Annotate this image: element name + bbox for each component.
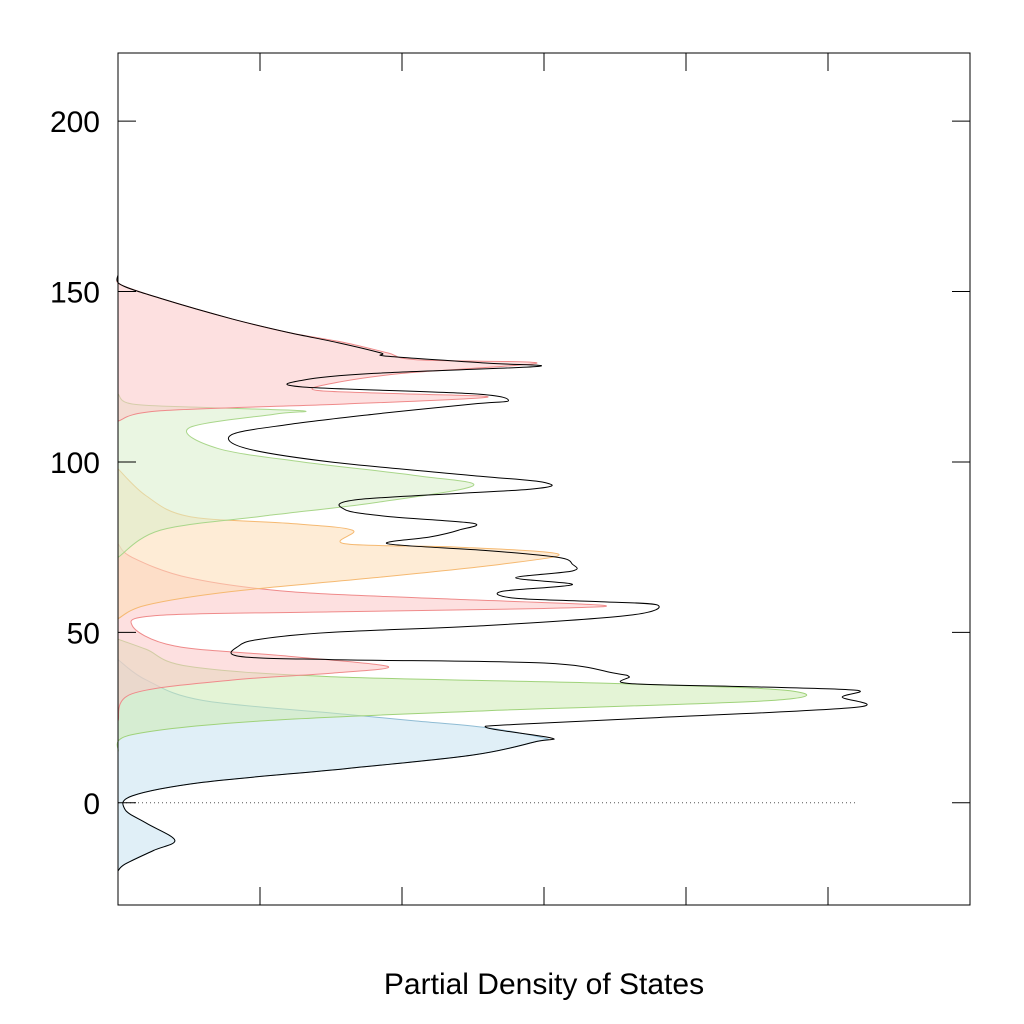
total-dos-curve <box>116 274 868 872</box>
total-dos-line <box>116 274 868 872</box>
axis-ticks <box>118 53 970 905</box>
pdos-fills <box>116 277 808 873</box>
pdos-series-5 <box>117 392 475 559</box>
y-tick-label: 150 <box>50 277 100 310</box>
y-tick-label: 50 <box>67 617 100 650</box>
x-axis-title: Partial Density of States <box>384 968 704 1001</box>
y-tick-label: 200 <box>50 106 100 139</box>
y-tick-labels: 0 50 100 150 200 <box>50 106 100 821</box>
y-tick-label: 100 <box>50 447 100 480</box>
pdos-series-6 <box>116 277 538 422</box>
y-tick-label: 0 <box>83 788 100 821</box>
